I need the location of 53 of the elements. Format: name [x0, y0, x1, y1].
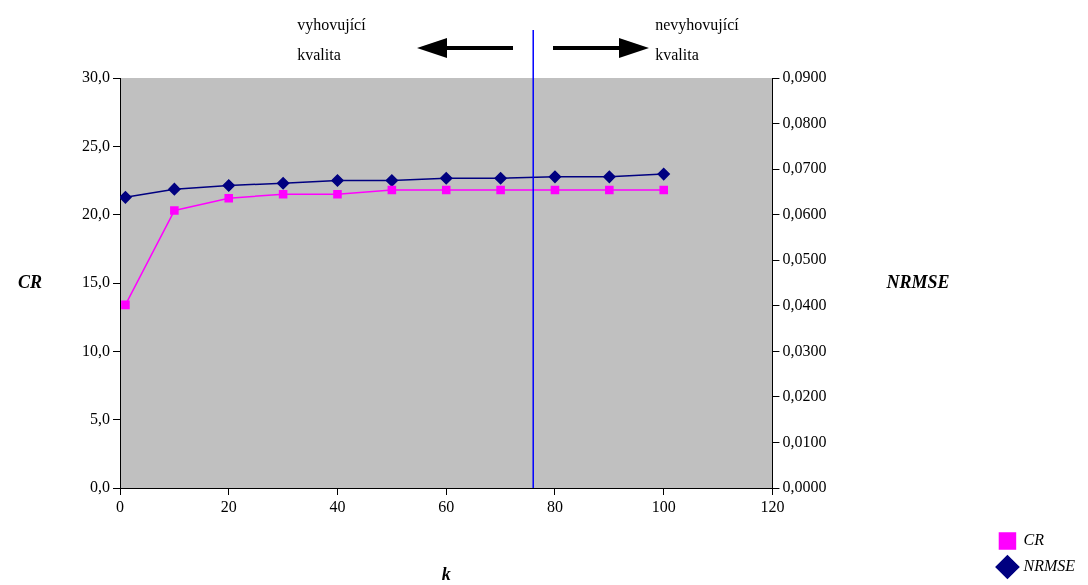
- x-tick-label: 100: [651, 497, 676, 515]
- y2-tick-label: 0,0900: [782, 68, 827, 86]
- point: [276, 176, 290, 190]
- y-tick-label: 10,0: [82, 341, 110, 359]
- y-tick-label: 20,0: [82, 204, 110, 222]
- y2-tick-label: 0,0600: [782, 204, 827, 222]
- y2-tick-label: 0,0300: [782, 341, 827, 359]
- point: [385, 174, 399, 187]
- point: [550, 185, 560, 195]
- point: [439, 171, 453, 185]
- point: [441, 185, 451, 195]
- x-tick-label: 120: [760, 497, 785, 515]
- point: [168, 182, 181, 196]
- legend-label: NRMSE: [1022, 557, 1076, 575]
- y2-axis-title: NRMSE: [885, 271, 950, 292]
- x-tick-label: 40: [329, 497, 346, 515]
- point: [605, 185, 614, 195]
- point: [120, 191, 132, 204]
- y2-tick-label: 0,0500: [782, 250, 827, 268]
- text: vyhovující kvalita: [297, 16, 367, 63]
- point: [224, 193, 234, 203]
- x-tick-label: 0: [116, 497, 124, 515]
- point: [494, 171, 507, 185]
- y2-tick-label: 0,0000: [782, 478, 827, 496]
- point: [387, 185, 397, 195]
- point: [121, 300, 130, 310]
- legend-label: CR: [1023, 531, 1045, 549]
- y-tick-label: 0,0: [90, 478, 110, 496]
- point: [278, 189, 288, 199]
- point: [657, 167, 670, 181]
- y2-tick-label: 0,0400: [782, 295, 827, 313]
- point: [548, 170, 562, 184]
- x-tick-label: 60: [438, 497, 455, 515]
- point: [659, 185, 668, 195]
- point: [603, 170, 616, 184]
- point: [170, 206, 179, 215]
- point: [333, 189, 342, 199]
- point: [496, 185, 505, 195]
- y-tick-label: 15,0: [82, 273, 110, 291]
- x-tick-label: 20: [220, 497, 237, 515]
- point: [222, 179, 235, 192]
- y-axis-title: CR: [17, 271, 43, 292]
- y2-tick-label: 0,0700: [782, 159, 827, 177]
- text: nevyhovující kvalita: [655, 16, 740, 63]
- y-tick-label: 25,0: [82, 136, 110, 154]
- x-axis-title: k: [441, 563, 451, 584]
- y2-tick-label: 0,0800: [782, 113, 827, 131]
- y-tick-label: 5,0: [90, 409, 110, 427]
- y-tick-label: 30,0: [82, 68, 110, 86]
- y2-tick-label: 0,0100: [782, 432, 827, 450]
- point: [331, 174, 344, 187]
- y2-tick-label: 0,0200: [782, 387, 827, 405]
- x-tick-label: 80: [546, 497, 563, 515]
